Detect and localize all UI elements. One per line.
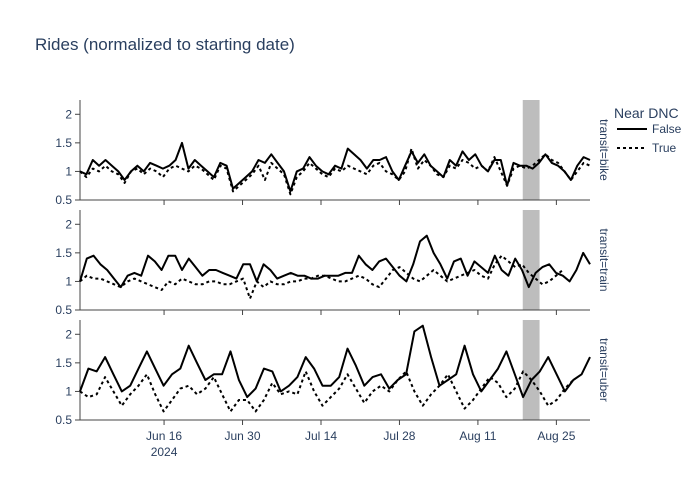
y-tick-label: 2 xyxy=(65,217,72,231)
series-line-false xyxy=(79,141,591,193)
series-line-false xyxy=(79,234,591,289)
highlight-region xyxy=(522,320,540,420)
y-tick-label: 0.5 xyxy=(55,413,72,427)
y-tick-label: 1.5 xyxy=(55,356,72,370)
highlight-region xyxy=(522,100,540,200)
legend-label: False xyxy=(652,122,682,136)
series-line-true xyxy=(79,254,564,300)
y-tick-label: 1 xyxy=(65,164,72,178)
facet-label: transit=bike xyxy=(597,119,611,181)
legend-title: Near DNC xyxy=(614,105,679,121)
y-tick-label: 1 xyxy=(65,274,72,288)
legend-item-false[interactable]: False xyxy=(617,122,682,136)
x-tick-label: Aug 25 xyxy=(537,429,575,443)
x-tick-label: Jul 14 xyxy=(305,429,337,443)
facet-panel: 0.5 1 1.5 2 transit=bike xyxy=(55,100,611,207)
highlight-region xyxy=(522,210,540,310)
facet-panel: 0.5 1 1.5 2 transit=uber xyxy=(55,320,611,427)
legend[interactable]: Near DNC False True xyxy=(614,105,682,155)
chart-title: Rides (normalized to starting date) xyxy=(35,35,295,54)
legend-item-true[interactable]: True xyxy=(617,141,677,155)
y-tick-label: 2 xyxy=(65,327,72,341)
y-tick-label: 0.5 xyxy=(55,193,72,207)
y-tick-label: 1.5 xyxy=(55,246,72,260)
facet-label: transit=train xyxy=(597,228,611,291)
series-line-true xyxy=(79,370,575,413)
x-tick-sublabel: 2024 xyxy=(151,445,178,459)
series-line-false xyxy=(79,324,591,399)
legend-label: True xyxy=(652,141,677,155)
facets: 0.5 1 1.5 2 transit=bike 0.5 1 1.5 2 transit=trai… xyxy=(55,100,611,427)
facet-panel: 0.5 1 1.5 2 transit=train xyxy=(55,210,611,317)
y-tick-label: 2 xyxy=(65,107,72,121)
x-axis: Jun 16 2024 Jun 30 Jul 14 Jul 28 Aug 11 Aug 25 xyxy=(146,200,576,459)
x-tick-label: Jul 28 xyxy=(383,429,415,443)
y-tick-label: 0.5 xyxy=(55,303,72,317)
x-tick-label: Jun 30 xyxy=(225,429,261,443)
series-line-true xyxy=(79,147,591,196)
y-tick-label: 1 xyxy=(65,384,72,398)
x-tick-label: Aug 11 xyxy=(459,429,496,443)
x-tick-label: Jun 16 xyxy=(146,429,182,443)
facet-label: transit=uber xyxy=(597,338,611,402)
y-tick-label: 1.5 xyxy=(55,136,72,150)
